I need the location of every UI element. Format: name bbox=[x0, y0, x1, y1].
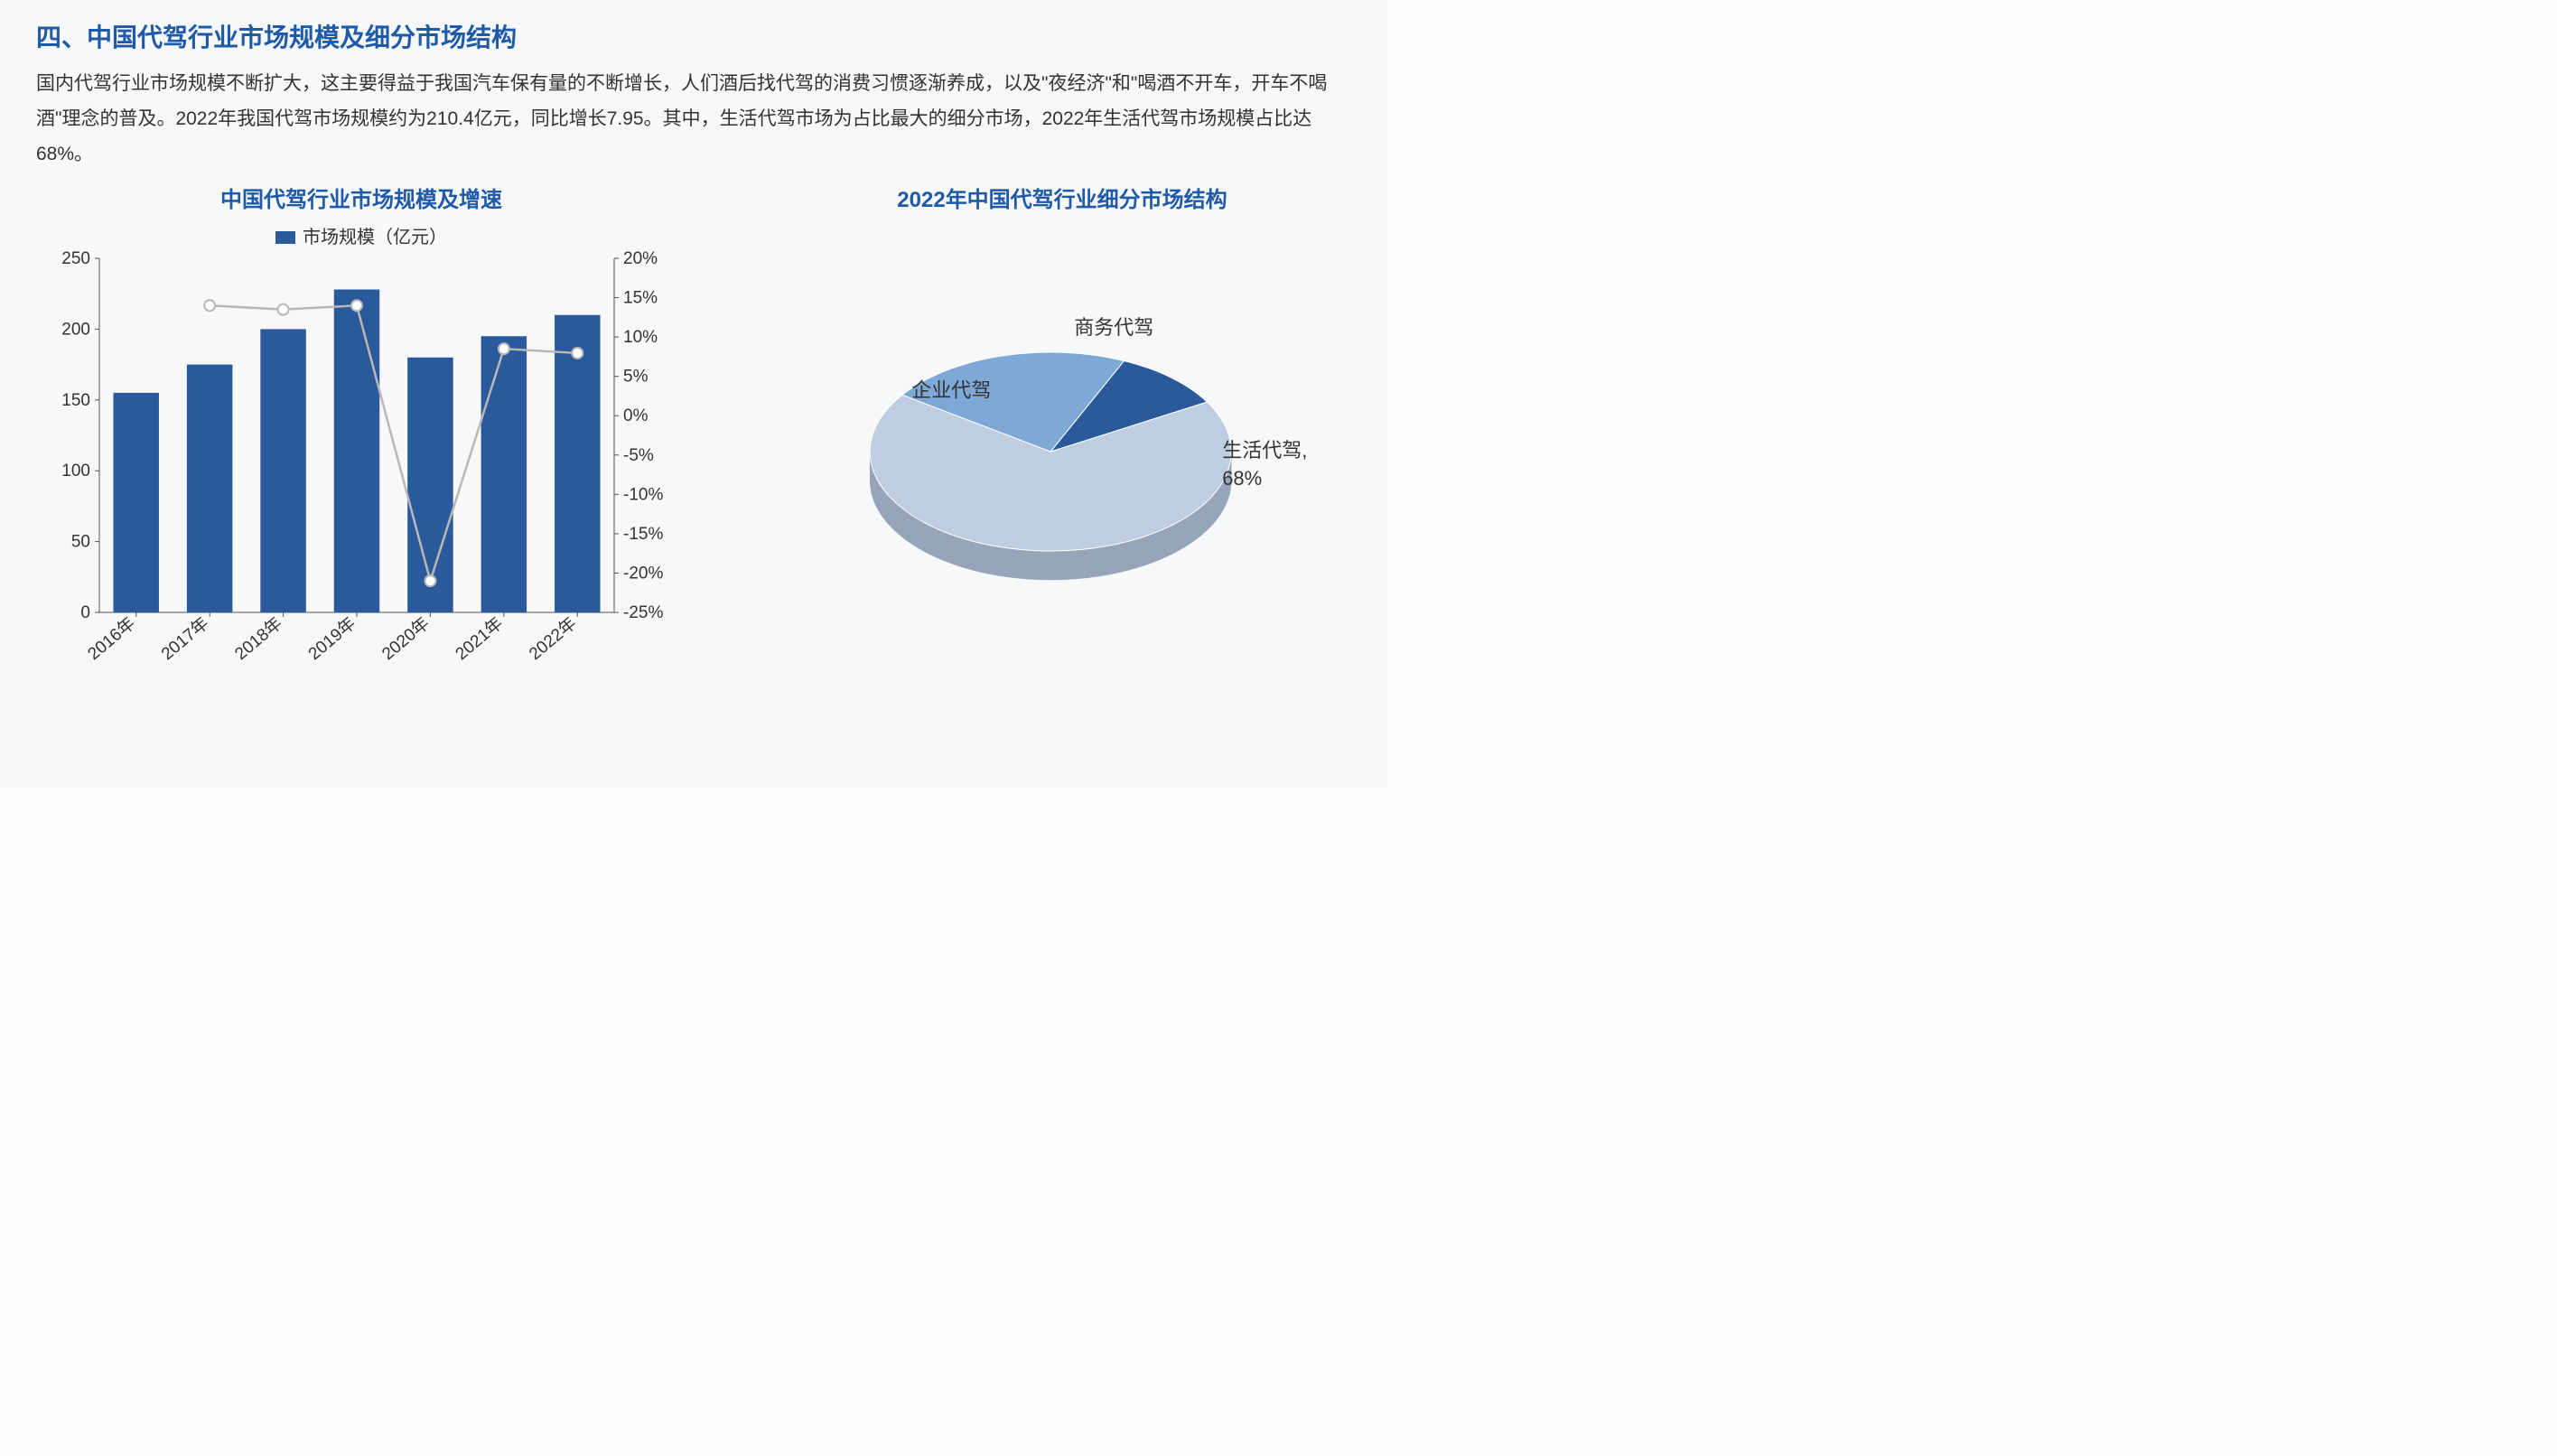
charts-row: 中国代驾行业市场规模及增速 市场规模（亿元） 0 50 100 150 200 250 -25… bbox=[36, 182, 1351, 686]
page-container: 四、中国代驾行业市场规模及细分市场结构 国内代驾行业市场规模不断扩大，这主要得益… bbox=[0, 0, 1387, 788]
svg-text:2017年: 2017年 bbox=[157, 613, 212, 664]
svg-text:-25%: -25% bbox=[623, 603, 663, 622]
svg-text:5%: 5% bbox=[623, 367, 649, 386]
svg-text:15%: 15% bbox=[623, 288, 658, 307]
svg-text:2021年: 2021年 bbox=[452, 613, 507, 664]
svg-text:2016年: 2016年 bbox=[84, 613, 139, 664]
svg-text:150: 150 bbox=[61, 390, 90, 409]
svg-text:市场规模（亿元）: 市场规模（亿元） bbox=[303, 227, 447, 247]
svg-text:生活代驾,: 生活代驾, bbox=[1222, 439, 1307, 462]
svg-text:10%: 10% bbox=[623, 328, 658, 347]
svg-text:20%: 20% bbox=[623, 249, 658, 268]
svg-text:200: 200 bbox=[61, 320, 90, 339]
svg-text:商务代驾: 商务代驾 bbox=[1074, 316, 1153, 339]
svg-text:-15%: -15% bbox=[623, 524, 663, 543]
svg-text:0%: 0% bbox=[623, 406, 649, 425]
svg-text:2018年: 2018年 bbox=[231, 613, 286, 664]
bar-chart-title: 中国代驾行业市场规模及增速 bbox=[220, 182, 502, 213]
svg-text:2022年: 2022年 bbox=[525, 613, 580, 664]
bar-line-chart: 市场规模（亿元） 0 50 100 150 200 250 -25% -20% -15% -10% -… bbox=[36, 217, 686, 686]
section-title: 四、中国代驾行业市场规模及细分市场结构 bbox=[36, 18, 1351, 54]
svg-text:0: 0 bbox=[80, 603, 90, 622]
bar-chart-column: 中国代驾行业市场规模及增速 市场规模（亿元） 0 50 100 150 200 250 -25… bbox=[36, 182, 686, 686]
svg-text:68%: 68% bbox=[1222, 466, 1262, 489]
pie-3d-chart: 生活代驾, 68% 企业代驾 商务代驾 bbox=[773, 217, 1351, 686]
pie-chart-column: 2022年中国代驾行业细分市场结构 生活代驾, 68% 企业代驾 商务代驾 bbox=[773, 182, 1351, 686]
svg-text:企业代驾: 企业代驾 bbox=[911, 378, 991, 401]
svg-text:2020年: 2020年 bbox=[378, 613, 434, 664]
svg-text:50: 50 bbox=[71, 532, 90, 551]
svg-text:-20%: -20% bbox=[623, 564, 663, 583]
svg-text:100: 100 bbox=[61, 462, 90, 481]
pie-chart-title: 2022年中国代驾行业细分市场结构 bbox=[897, 182, 1227, 213]
svg-text:2019年: 2019年 bbox=[304, 613, 359, 664]
svg-text:-10%: -10% bbox=[623, 485, 663, 504]
svg-text:-5%: -5% bbox=[623, 445, 654, 464]
body-paragraph: 国内代驾行业市场规模不断扩大，这主要得益于我国汽车保有量的不断增长，人们酒后找代… bbox=[36, 67, 1351, 173]
svg-text:250: 250 bbox=[61, 249, 90, 268]
